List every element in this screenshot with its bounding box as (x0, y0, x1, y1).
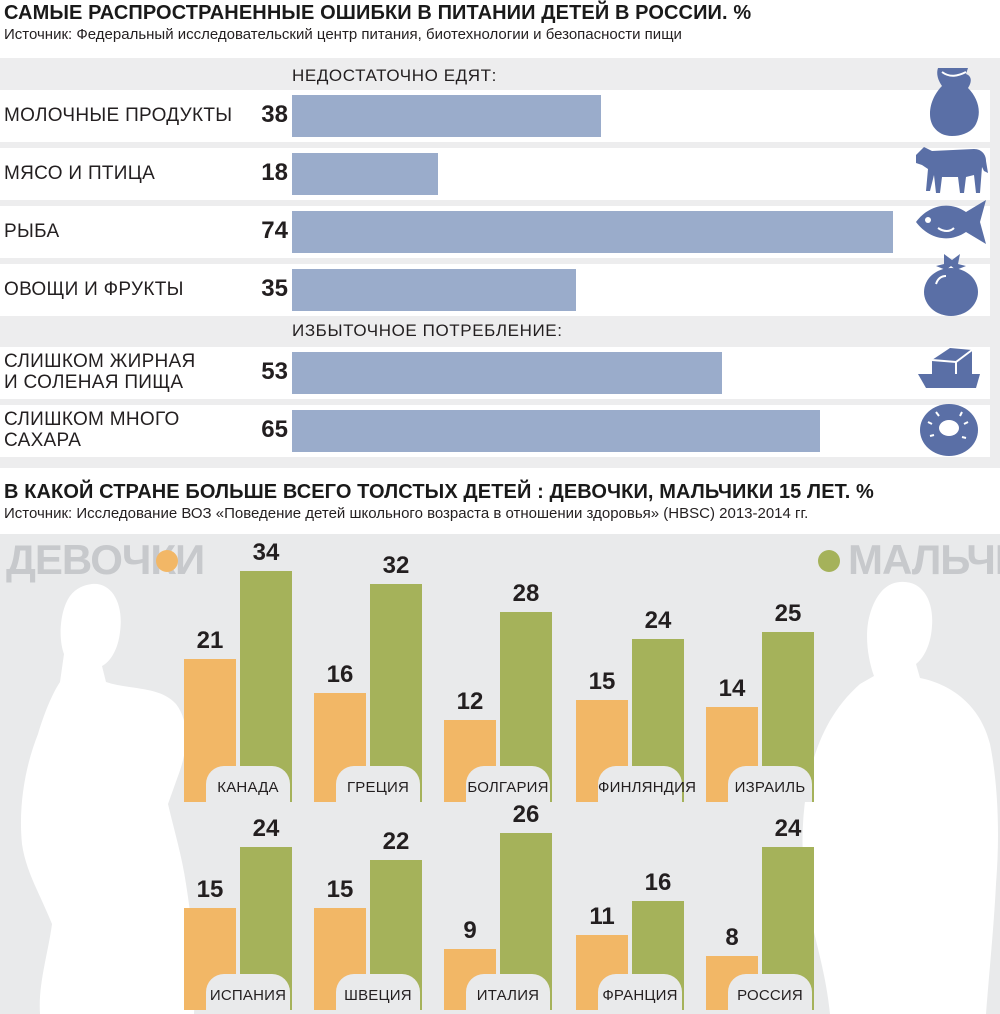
boys-value-label: 24 (644, 607, 672, 634)
country-label: ГРЕЦИЯ (336, 766, 420, 802)
legend-girls-dot (156, 550, 178, 572)
boy-silhouette (802, 581, 998, 1014)
girls-value-label: 15 (196, 876, 224, 903)
nutrition-chart: НЕДОСТАТОЧНО ЕДЯТ: ИЗБЫТОЧНОЕ ПОТРЕБЛЕНИ… (0, 58, 1000, 468)
boys-value-label: 26 (512, 801, 540, 828)
row-label: СЛИШКОМ МНОГО САХАРА (4, 409, 180, 451)
girls-value-label: 11 (589, 903, 615, 930)
nutrition-bar (292, 211, 893, 253)
girls-value-label: 21 (196, 627, 224, 654)
donut-icon (918, 402, 980, 463)
row-label: МЯСО И ПТИЦА (4, 163, 156, 184)
nutrition-bar (292, 95, 601, 137)
legend-boys-dot (818, 550, 840, 572)
nutrition-bar (292, 410, 820, 452)
row-label: СЛИШКОМ ЖИРНАЯ И СОЛЕНАЯ ПИЩА (4, 351, 196, 393)
obesity-chart: ДЕВОЧКИ МАЛЬЧИКИ 2134КАНАДА1632ГРЕЦИЯ122… (0, 534, 1000, 1014)
cow-icon (914, 143, 990, 200)
row-value-label: 65 (261, 416, 288, 443)
chart1-title: САМЫЕ РАСПРОСТРАНЕННЫЕ ОШИБКИ В ПИТАНИИ … (4, 2, 752, 24)
boys-bar (370, 584, 422, 802)
girls-value-label: 14 (718, 675, 746, 702)
country-label: ИЗРАИЛЬ (728, 766, 812, 802)
boys-value-label: 24 (252, 815, 280, 842)
row-value-label: 38 (261, 101, 288, 128)
girl-silhouette (20, 583, 195, 1014)
nutrition-row: СЛИШКОМ МНОГО САХАРА 65 (0, 405, 1000, 457)
row-label: ОВОЩИ И ФРУКТЫ (4, 279, 184, 300)
girls-value-label: 15 (588, 668, 616, 695)
country-label: РОССИЯ (728, 974, 812, 1010)
nutrition-row: ОВОЩИ И ФРУКТЫ 35 (0, 264, 1000, 316)
country-label: КАНАДА (206, 766, 290, 802)
country-label: ИТАЛИЯ (466, 974, 550, 1010)
nutrition-row: МЯСО И ПТИЦА 18 (0, 148, 1000, 200)
milk-jug-icon (928, 66, 980, 143)
legend-boys-label: МАЛЬЧИКИ (848, 536, 1000, 583)
country-label: ИСПАНИЯ (206, 974, 290, 1010)
chart2-title: В КАКОЙ СТРАНЕ БОЛЬШЕ ВСЕГО ТОЛСТЫХ ДЕТЕ… (4, 481, 874, 503)
country-label: БОЛГАРИЯ (466, 766, 550, 802)
chart2-source: Источник: Исследование ВОЗ «Поведение де… (4, 505, 809, 522)
row-value-label: 35 (261, 275, 288, 302)
girls-value-label: 16 (326, 661, 354, 688)
boys-value-label: 32 (382, 552, 410, 579)
boys-value-label: 28 (512, 580, 540, 607)
row-value-label: 53 (261, 358, 288, 385)
boys-value-label: 22 (382, 828, 410, 855)
girls-value-label: 15 (326, 876, 354, 903)
row-value-label: 74 (261, 217, 288, 244)
chart1-source: Источник: Федеральный исследовательский … (4, 26, 682, 43)
country-label: ШВЕЦИЯ (336, 974, 420, 1010)
boys-bar (240, 571, 292, 802)
fish-icon (914, 198, 990, 251)
country-label: ФИНЛЯНДИЯ (598, 766, 696, 802)
boys-value-label: 34 (252, 539, 280, 566)
nutrition-bar (292, 153, 438, 195)
group-header-excess: ИЗБЫТОЧНОЕ ПОТРЕБЛЕНИЕ: (292, 321, 563, 340)
nutrition-row: РЫБА 74 (0, 206, 1000, 258)
nutrition-row: МОЛОЧНЫЕ ПРОДУКТЫ 38 (0, 90, 1000, 142)
boys-value-label: 24 (774, 815, 802, 842)
nutrition-row: СЛИШКОМ ЖИРНАЯ И СОЛЕНАЯ ПИЩА 53 (0, 347, 1000, 399)
boys-value-label: 16 (644, 869, 672, 896)
boys-value-label: 25 (774, 600, 802, 627)
country-label: ФРАНЦИЯ (598, 974, 682, 1010)
row-label: РЫБА (4, 221, 60, 242)
butter-icon (916, 344, 982, 397)
group-header-insufficient: НЕДОСТАТОЧНО ЕДЯТ: (292, 66, 497, 85)
girls-value-label: 12 (456, 688, 484, 715)
girls-value-label: 9 (463, 917, 477, 944)
row-label: МОЛОЧНЫЕ ПРОДУКТЫ (4, 105, 233, 126)
row-value-label: 18 (261, 159, 288, 186)
girls-value-label: 8 (725, 924, 739, 951)
row-background (0, 148, 990, 200)
nutrition-bar (292, 269, 576, 311)
nutrition-bar (292, 352, 722, 394)
tomato-icon (922, 252, 980, 323)
